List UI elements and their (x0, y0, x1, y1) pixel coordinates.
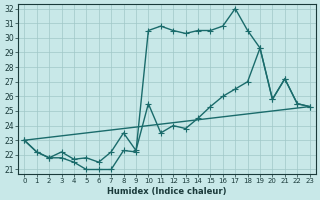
X-axis label: Humidex (Indice chaleur): Humidex (Indice chaleur) (107, 187, 227, 196)
